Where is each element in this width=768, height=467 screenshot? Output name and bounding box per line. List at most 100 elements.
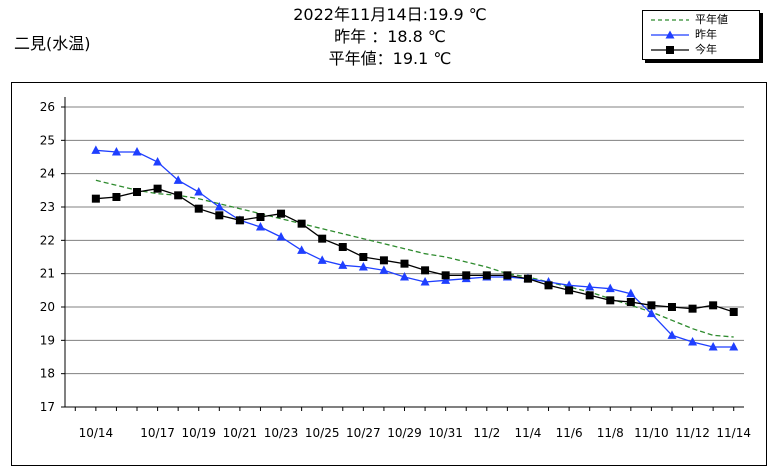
- data-point-this-year: [379, 256, 388, 265]
- data-point-last-year: [358, 262, 368, 271]
- data-point-last-year: [646, 308, 656, 318]
- data-point-this-year: [338, 243, 347, 251]
- data-point-this-year: [565, 286, 574, 295]
- data-point-this-year: [91, 194, 100, 203]
- data-point-last-year: [379, 265, 389, 274]
- data-point-this-year: [297, 219, 306, 228]
- date-value-line: 2022年11月14日:19.9 ℃: [293, 5, 487, 24]
- x-tick-label: 10/25: [305, 426, 340, 440]
- x-tick-label: 11/2: [473, 426, 500, 440]
- x-tick-label: 10/17: [140, 426, 175, 440]
- y-tick-label: 17: [40, 400, 55, 414]
- data-point-last-year: [708, 342, 718, 351]
- legend-dashed-line-icon: [651, 19, 689, 21]
- data-point-this-year: [421, 266, 430, 275]
- data-point-last-year: [338, 260, 348, 269]
- data-point-last-year: [276, 232, 286, 241]
- legend-item-this-year: 今年: [643, 43, 759, 57]
- x-tick-label: 10/31: [428, 426, 463, 440]
- chart-legend: 平年値 昨年 今年: [642, 10, 760, 60]
- data-point-last-year: [626, 288, 636, 298]
- x-tick-label: 10/19: [181, 426, 216, 440]
- data-point-this-year: [606, 296, 615, 305]
- legend-label-this-year: 今年: [695, 43, 717, 56]
- data-point-this-year: [112, 193, 121, 201]
- data-point-this-year: [256, 213, 265, 221]
- y-tick-label: 23: [40, 200, 55, 214]
- data-point-this-year: [277, 209, 286, 218]
- data-point-this-year: [729, 308, 738, 316]
- data-point-this-year: [441, 271, 450, 280]
- data-point-last-year: [605, 283, 615, 293]
- last-year-value-line: 昨年 ：18.8 ℃: [334, 27, 446, 46]
- legend-triangle-marker-icon: [651, 30, 689, 39]
- y-tick-label: 18: [40, 367, 55, 381]
- x-tick-label: 10/14: [79, 426, 114, 440]
- x-tick-label: 11/6: [556, 426, 583, 440]
- data-point-this-year: [585, 291, 594, 300]
- data-point-last-year: [420, 277, 430, 286]
- data-point-last-year: [194, 187, 204, 196]
- x-tick-label: 11/12: [675, 426, 710, 440]
- line-chart: 17 18 19 20 21 22 23 24 25 26 10/14 10/17 10/19 10/21…: [40, 97, 751, 440]
- data-point-this-year: [462, 271, 471, 280]
- data-point-last-year: [667, 330, 677, 339]
- data-point-last-year: [132, 147, 142, 156]
- data-point-last-year: [214, 202, 224, 211]
- y-tick-label: 20: [40, 300, 55, 314]
- data-point-this-year: [133, 188, 142, 196]
- data-point-last-year: [729, 342, 739, 351]
- legend-item-last-year: 昨年: [643, 28, 759, 42]
- data-point-last-year: [111, 147, 121, 156]
- data-point-this-year: [523, 274, 532, 283]
- summary-header: 2022年11月14日:19.9 ℃ 昨年 ：18.8 ℃ 平年値：19.1 ℃: [250, 4, 530, 70]
- data-point-last-year: [297, 245, 307, 254]
- data-point-this-year: [647, 301, 656, 310]
- data-point-this-year: [235, 216, 244, 225]
- data-point-last-year: [688, 337, 698, 346]
- data-point-this-year: [626, 298, 635, 306]
- x-tick-label: 11/4: [514, 426, 541, 440]
- legend-label-last-year: 昨年: [695, 28, 717, 41]
- data-point-this-year: [194, 204, 203, 213]
- data-point-this-year: [544, 281, 553, 290]
- legend-label-normal: 平年値: [695, 13, 728, 26]
- data-point-this-year: [400, 259, 409, 268]
- data-point-last-year: [441, 275, 451, 284]
- station-name: 二見(水温): [14, 34, 91, 53]
- x-tick-label: 10/23: [264, 426, 299, 440]
- data-point-last-year: [255, 222, 265, 231]
- x-tick-label: 10/27: [346, 426, 381, 440]
- data-point-this-year: [688, 304, 697, 313]
- series-line-last-year: [95, 149, 734, 348]
- data-point-last-year: [173, 175, 183, 184]
- data-point-this-year: [503, 271, 512, 280]
- y-tick-label: 19: [40, 333, 55, 347]
- normal-value-line: 平年値：19.1 ℃: [328, 49, 452, 68]
- data-point-this-year: [667, 303, 676, 311]
- data-point-this-year: [318, 234, 327, 243]
- chart-frame: 17 18 19 20 21 22 23 24 25 26 10/14 10/17 10/19 10/21…: [11, 82, 767, 466]
- data-point-this-year: [359, 253, 368, 261]
- x-tick-label: 10/29: [387, 426, 422, 440]
- y-tick-label: 24: [40, 167, 55, 181]
- data-point-last-year: [153, 157, 163, 166]
- data-point-last-year: [317, 255, 327, 264]
- data-point-this-year: [153, 184, 162, 193]
- data-point-last-year: [400, 272, 409, 281]
- x-tick-label: 10/21: [223, 426, 258, 440]
- data-point-last-year: [585, 282, 595, 291]
- data-point-this-year: [174, 191, 183, 200]
- y-tick-label: 25: [40, 133, 55, 147]
- data-point-this-year: [709, 301, 718, 310]
- legend-item-normal: 平年値: [643, 13, 759, 27]
- legend-square-marker-icon: [651, 46, 689, 54]
- y-tick-label: 26: [40, 100, 55, 114]
- data-point-this-year: [482, 271, 491, 280]
- y-tick-label: 22: [40, 233, 55, 247]
- x-tick-label: 11/10: [634, 426, 669, 440]
- data-point-last-year: [91, 145, 101, 154]
- x-tick-label: 11/8: [597, 426, 624, 440]
- y-tick-label: 21: [40, 267, 55, 281]
- x-tick-label: 11/14: [716, 426, 751, 440]
